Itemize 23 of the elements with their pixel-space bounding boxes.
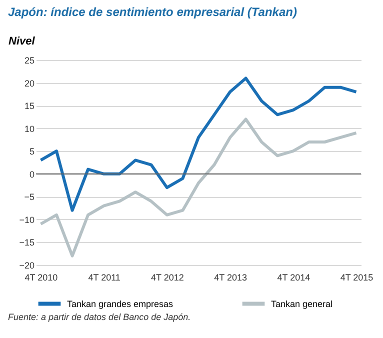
y-tick-label: 10 <box>24 124 34 134</box>
y-tick-label: −5 <box>24 192 34 202</box>
chart-title: Japón: índice de sentimiento empresarial (Tankan) <box>8 5 297 19</box>
y-tick-label: 15 <box>24 101 34 112</box>
line-series <box>39 118 358 258</box>
legend-label: Tankan grandes empresas <box>67 298 174 309</box>
x-tick-label: 4T 2011 <box>88 272 120 282</box>
y-tick-label: −20 <box>19 260 34 270</box>
x-tick-label: 4T 2014 <box>277 272 310 282</box>
x-tick-label: 4T 2015 <box>340 272 374 282</box>
source-note: Fuente: a partir de datos del Banco de Japón. <box>8 312 191 322</box>
legend-label: Tankan general <box>271 298 333 309</box>
y-tick-label: 0 <box>29 169 34 180</box>
y-axis-title: Nivel <box>8 36 36 48</box>
y-tick-label: −10 <box>19 214 34 225</box>
y-tick-label: −15 <box>19 238 34 248</box>
y-tick-label: 5 <box>29 146 34 157</box>
line-series <box>39 76 358 212</box>
x-tick-label: 4T 2013 <box>214 272 247 282</box>
x-tick-label: 4T 2012 <box>151 272 184 282</box>
x-tick-label: 4T 2010 <box>24 272 58 282</box>
y-tick-label: 25 <box>24 56 34 66</box>
y-tick-label: 20 <box>24 78 34 88</box>
